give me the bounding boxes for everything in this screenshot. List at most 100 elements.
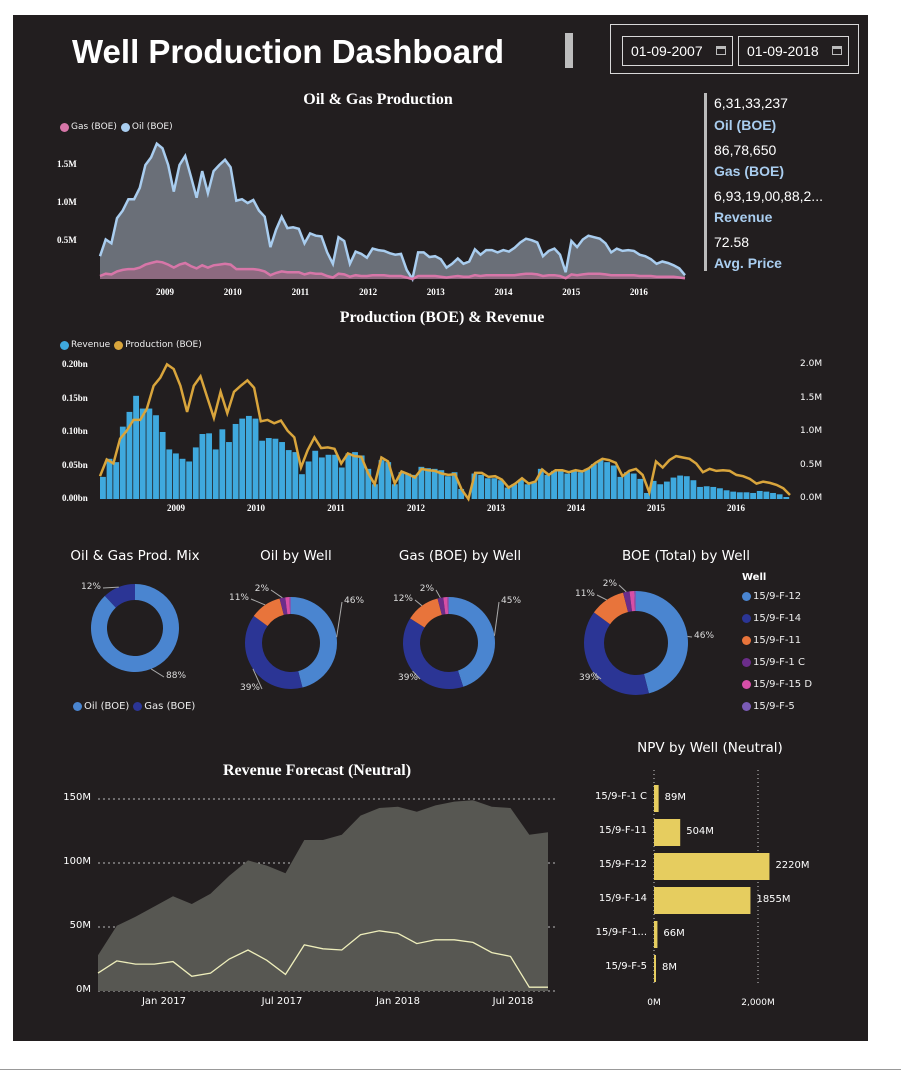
revenue-bar	[372, 484, 378, 499]
revenue-bar	[531, 482, 538, 499]
revenue-bar	[524, 484, 531, 499]
npv-bar	[654, 887, 751, 914]
revenue-bar	[438, 470, 445, 499]
npv-bar	[654, 819, 681, 846]
revenue-bar	[564, 473, 571, 499]
oil-area	[100, 143, 685, 279]
revenue-bar	[126, 411, 133, 499]
npv-value-label: 1855M	[756, 894, 791, 905]
leader-line	[414, 599, 423, 607]
y-left-tick-label: 0.20bn	[62, 359, 88, 369]
revenue-bar	[544, 474, 551, 499]
legend-revenue[interactable]: Revenue	[71, 340, 111, 350]
y-left-tick-label: 0.15bn	[62, 392, 88, 403]
legend-swatch-revenue	[60, 340, 69, 350]
oil-gas-production-title: Oil & Gas Production	[303, 91, 453, 108]
production-line	[98, 362, 791, 502]
page-divider	[0, 1069, 901, 1070]
donut-slice	[636, 591, 689, 694]
legend-production[interactable]: Production (BOE)	[125, 340, 202, 350]
leader-line	[596, 594, 607, 601]
kpi-gas-value: 86,78,650	[714, 142, 777, 158]
npv-by-well-title: NPV by Well (Neutral)	[637, 740, 783, 756]
revenue-bar	[232, 423, 239, 499]
production-revenue-title: Production (BOE) & Revenue	[339, 309, 545, 326]
donut-slice	[437, 597, 446, 615]
donut-slice	[279, 597, 288, 615]
revenue-bar	[624, 472, 630, 499]
legend-gas[interactable]: Gas (BOE)	[144, 701, 196, 712]
start-date-input[interactable]: 01-09-2007	[622, 36, 733, 66]
revenue-bar	[166, 449, 173, 499]
x-tick-label: 2009	[167, 503, 185, 513]
donut-slice	[285, 597, 291, 615]
x-tick-label: 2013	[487, 503, 505, 513]
revenue-bar	[650, 480, 657, 499]
revenue-bar	[411, 474, 418, 499]
revenue-bar	[498, 480, 504, 499]
x-tick-label: 2010	[247, 503, 265, 513]
y-left-tick-label: 0.10bn	[62, 426, 88, 436]
revenue-bar	[312, 450, 319, 499]
kpi-divider	[704, 93, 707, 271]
legend-oil[interactable]: Oil (BOE)	[131, 122, 173, 132]
revenue-bar	[285, 450, 292, 499]
revenue-bar	[617, 476, 624, 499]
legend-item-well[interactable]: 15/9-F-1 C	[742, 657, 805, 668]
donut-slice	[403, 618, 464, 689]
npv-value-label: 504M	[686, 826, 714, 837]
end-date-value: 01-09-2018	[747, 43, 819, 59]
legend-item-well[interactable]: 15/9-F-15 D	[742, 679, 812, 690]
y-right-tick-label: 0.0M	[800, 493, 823, 503]
revenue-bar	[537, 468, 544, 499]
legend-item-well[interactable]: 15/9-F-5	[742, 701, 795, 712]
npv-category-label: 15/9-F-1...	[595, 927, 647, 938]
revenue-bar	[743, 492, 750, 499]
revenue-bar	[551, 470, 557, 499]
legend-item-well[interactable]: 15/9-F-14	[742, 613, 801, 624]
y-right-tick-label: 1.5M	[800, 392, 823, 403]
x-tick-label: 0M	[647, 998, 661, 1008]
revenue-bar	[644, 492, 650, 499]
revenue-bar	[113, 462, 120, 499]
kpi-oil-value: 6,31,33,237	[714, 95, 788, 111]
donut-slice	[289, 597, 291, 615]
slice-label: 39%	[239, 683, 260, 693]
donut-slice	[449, 597, 496, 687]
revenue-bar	[352, 452, 358, 499]
leader-line	[435, 589, 441, 599]
x-tick-label: 2016	[727, 503, 745, 513]
revenue-bar	[305, 461, 312, 499]
revenue-bar	[279, 442, 285, 499]
revenue-bar	[663, 481, 670, 499]
revenue-bar	[272, 438, 279, 499]
revenue-bar	[577, 472, 584, 499]
x-tick-label: 2016	[629, 287, 648, 297]
revenue-bar	[146, 408, 153, 499]
revenue-bar	[783, 496, 790, 499]
revenue-bar	[259, 440, 266, 499]
calendar-icon[interactable]	[832, 46, 842, 55]
donut-slice	[104, 584, 135, 608]
legend-item-well[interactable]: 15/9-F-11	[742, 635, 801, 646]
y-right-tick-label: 1.0M	[800, 426, 823, 436]
npv-category-label: 15/9-F-14	[598, 893, 647, 904]
legend-oil[interactable]: Oil (BOE)	[84, 701, 130, 712]
legend-item-well[interactable]: 15/9-F-12	[742, 591, 801, 602]
slice-label: 2%	[602, 579, 617, 589]
revenue-bar	[697, 486, 703, 499]
revenue-bar	[630, 473, 637, 499]
npv-category-label: 15/9-F-1 C	[595, 791, 647, 802]
slice-label: 12%	[392, 594, 413, 604]
y-tick-label: 50M	[69, 920, 91, 931]
x-tick-label: Jul 2018	[492, 996, 534, 1007]
y-tick-label: 1.0M	[57, 197, 77, 207]
revenue-bar	[119, 426, 126, 499]
slice-label: 46%	[694, 631, 715, 641]
x-tick-label: 2012	[359, 287, 378, 297]
calendar-icon[interactable]	[716, 46, 726, 55]
legend-gas[interactable]: Gas (BOE)	[71, 122, 117, 132]
end-date-input[interactable]: 01-09-2018	[738, 36, 849, 66]
npv-category-label: 15/9-F-11	[598, 825, 647, 836]
